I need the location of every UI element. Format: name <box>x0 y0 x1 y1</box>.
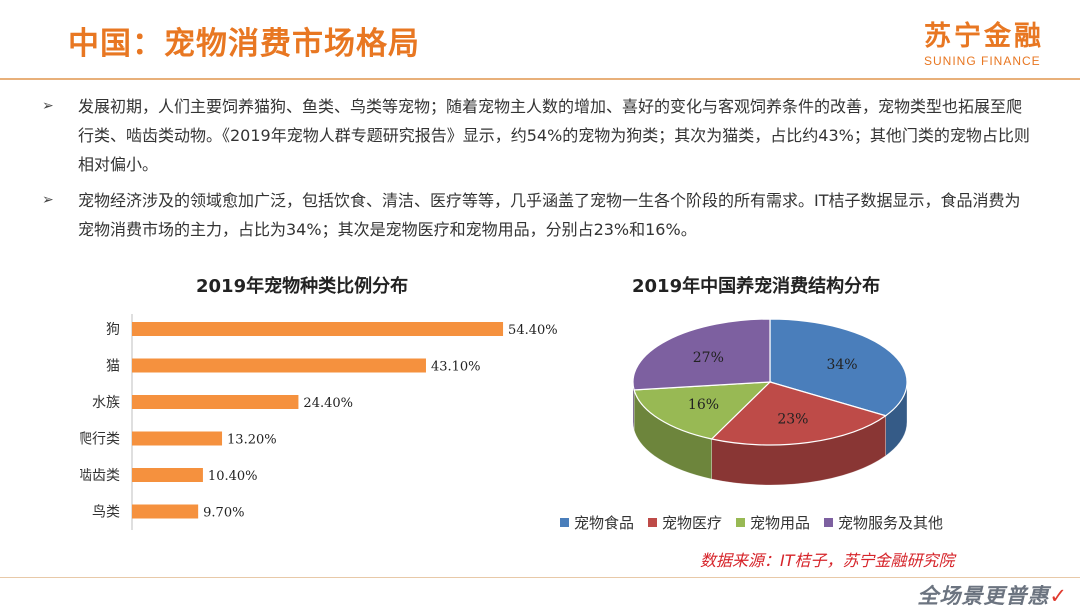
category-label: 鸟类 <box>92 505 120 521</box>
legend-swatch <box>824 518 834 527</box>
bar <box>132 468 203 482</box>
bar <box>132 504 199 519</box>
legend-swatch <box>648 518 658 527</box>
pie-value-label: 34% <box>826 357 857 373</box>
bar <box>132 431 223 446</box>
legend-label: 宠物用品 <box>750 514 811 532</box>
bar-value-label: 10.40% <box>208 469 258 484</box>
category-label: 狗 <box>106 322 120 338</box>
category-label: 水族 <box>92 395 120 411</box>
header-divider <box>0 78 1080 80</box>
pie-slice <box>710 381 888 446</box>
bar <box>132 395 299 409</box>
bar-value-label: 24.40% <box>303 396 353 411</box>
pie-value-label: 16% <box>688 397 719 413</box>
pie-slice <box>632 318 771 391</box>
bar-value-label: 54.40% <box>508 323 558 338</box>
legend-label: 宠物服务及其他 <box>838 514 944 532</box>
pie-value-label: 27% <box>693 350 724 366</box>
data-source-note: 数据来源：IT桔子，苏宁金融研究院 <box>700 551 955 570</box>
pie-chart-title: 2019年中国养宠消费结构分布 <box>632 276 881 297</box>
legend-label: 宠物医疗 <box>662 514 723 532</box>
check-icon: ✓ <box>1049 584 1068 608</box>
bar <box>132 358 426 373</box>
slogan-watermark: 全场景更普惠✓ <box>917 580 1068 610</box>
footer-divider <box>0 577 1080 578</box>
pie-value-label: 23% <box>777 411 808 427</box>
pet-type-bar-chart: 狗 54.40% 猫 43.10% 水族 24.40% 爬行类 13.20% 啮齿类 10.40%… <box>80 314 558 530</box>
category-label: 爬行类 <box>80 432 120 448</box>
category-label: 啮齿类 <box>80 468 120 484</box>
bullet-item-1: ➢ 发展初期，人们主要饲养猫狗、鱼类、鸟类等宠物；随着宠物主人数的增加、喜好的变… <box>42 92 1032 179</box>
bullet-text-2: 宠物经济涉及的领域愈加广泛，包括饮食、清洁、医疗等等，几乎涵盖了宠物一生各个阶段… <box>78 191 1021 239</box>
bullet-list: ➢ 发展初期，人们主要饲养猫狗、鱼类、鸟类等宠物；随着宠物主人数的增加、喜好的变… <box>42 92 1032 251</box>
legend-item: 宠物用品 <box>736 512 810 533</box>
page-title: 中国：宠物消费市场格局 <box>68 26 420 62</box>
watermark-text: 全场景更普惠 <box>917 584 1050 608</box>
consumption-pie-chart: 34% 23% 16% 27% <box>632 318 908 486</box>
legend-swatch <box>560 518 569 527</box>
bar-value-label: 13.20% <box>227 433 277 448</box>
bullet-item-2: ➢ 宠物经济涉及的领域愈加广泛，包括饮食、清洁、医疗等等，几乎涵盖了宠物一生各个… <box>42 186 1032 244</box>
bar-chart-title: 2019年宠物种类比例分布 <box>196 276 409 297</box>
legend-label: 宠物食品 <box>574 514 635 532</box>
category-label: 猫 <box>106 359 120 375</box>
legend-item: 宠物服务及其他 <box>824 512 943 533</box>
logo-cn-text: 苏宁金融 <box>924 21 1044 52</box>
bar-value-label: 43.10% <box>431 360 481 375</box>
logo-en-text: SUNING FINANCE <box>924 54 1041 68</box>
legend-swatch <box>736 518 746 527</box>
legend-item: 宠物食品 <box>560 512 634 533</box>
pie-legend: 宠物食品 宠物医疗 宠物用品 宠物服务及其他 <box>560 512 943 533</box>
bar <box>132 322 504 336</box>
arrow-bullet-icon: ➢ <box>42 192 54 208</box>
bar-value-label: 9.70% <box>203 506 244 521</box>
bullet-text-1: 发展初期，人们主要饲养猫狗、鱼类、鸟类等宠物；随着宠物主人数的增加、喜好的变化与… <box>78 97 1030 174</box>
legend-item: 宠物医疗 <box>648 512 722 533</box>
pie-slice <box>633 381 772 440</box>
arrow-bullet-icon: ➢ <box>42 98 54 114</box>
suning-finance-logo: 苏宁金融 SUNING FINANCE <box>924 14 1044 68</box>
